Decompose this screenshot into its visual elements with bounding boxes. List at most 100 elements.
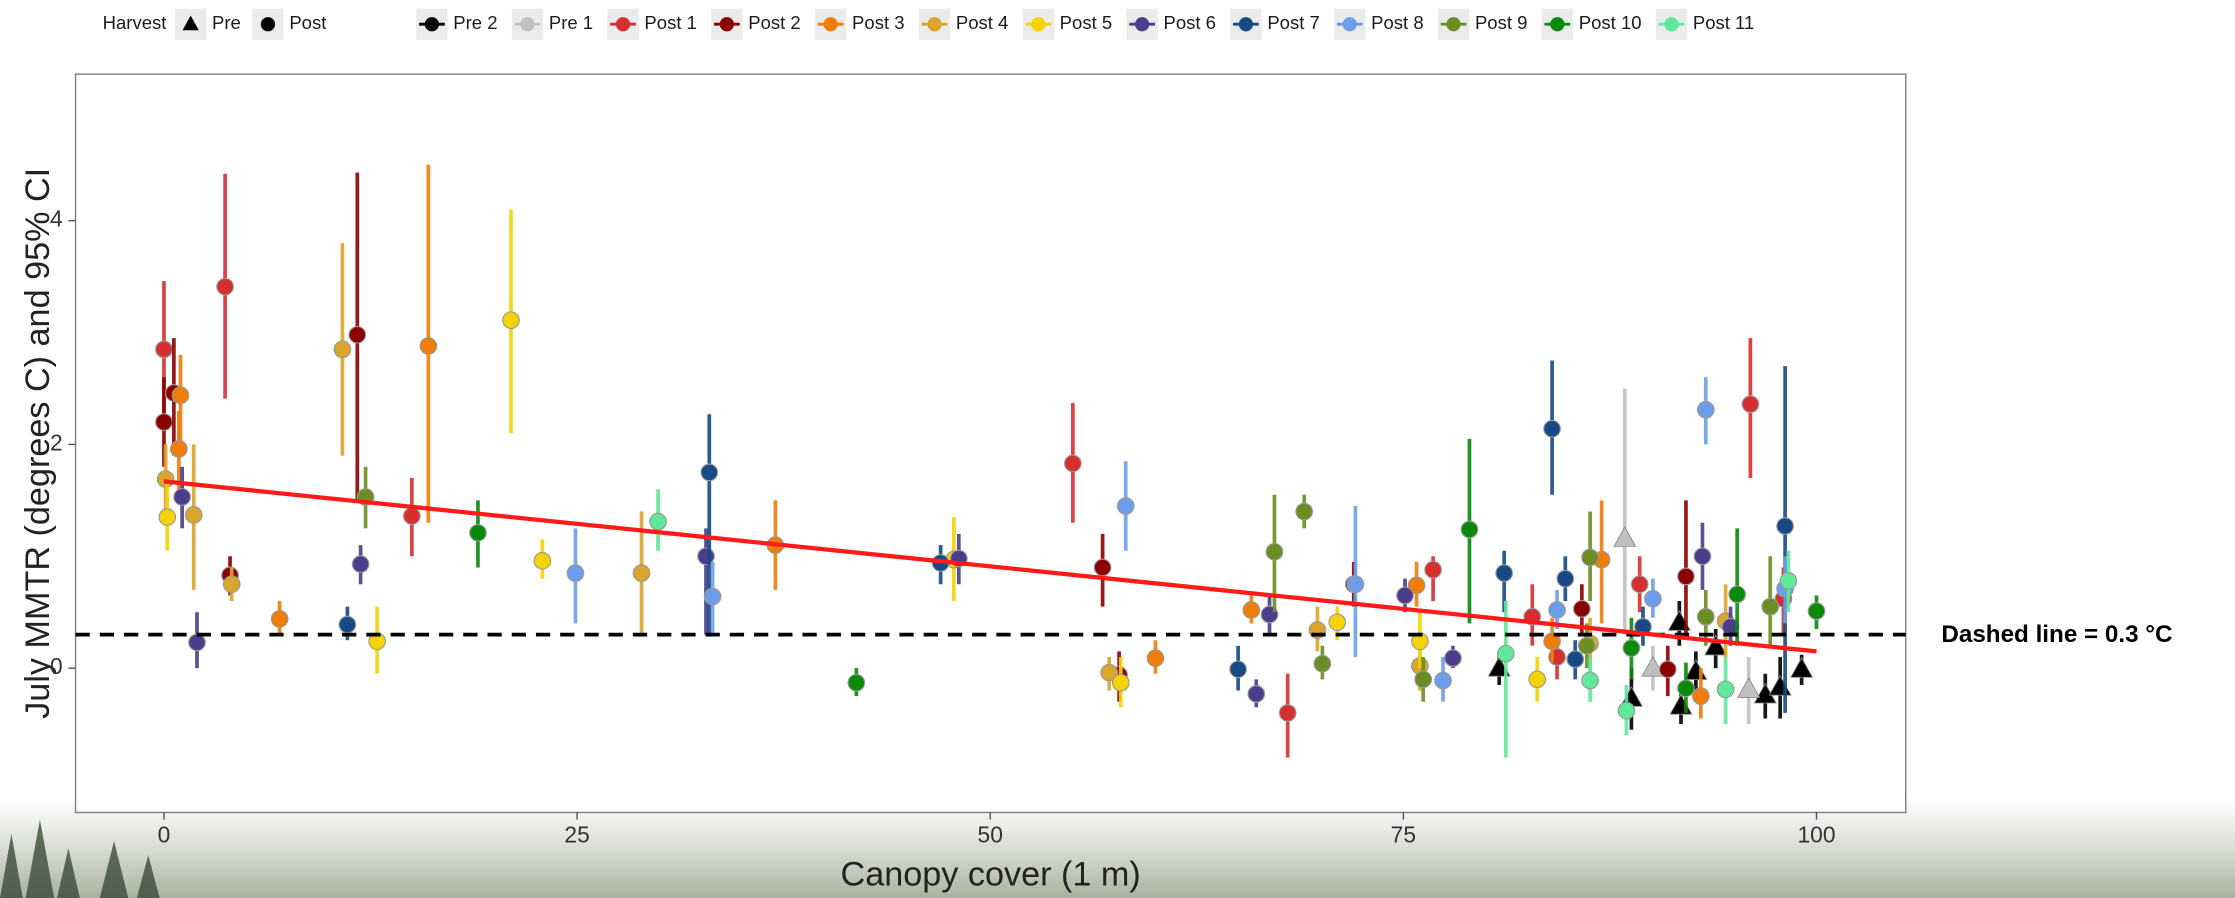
point: [169, 440, 188, 458]
point-triangle: [1704, 634, 1728, 656]
point: [1543, 632, 1561, 651]
point: [502, 311, 520, 330]
legend-symbol: [260, 17, 276, 32]
point-triangle: [1613, 526, 1637, 547]
point: [184, 506, 203, 524]
point-triangle: [1790, 656, 1814, 678]
point: [1761, 597, 1780, 616]
y-tick-label: 2: [50, 429, 63, 455]
point: [1543, 419, 1561, 438]
point: [632, 564, 651, 582]
point: [1776, 517, 1794, 535]
reference-annotation: Dashed line = 0.3 °C: [1941, 621, 2172, 648]
point: [566, 564, 585, 582]
point: [1295, 502, 1314, 521]
trend-line: [163, 479, 1817, 654]
y-tick-label: 0: [50, 653, 63, 679]
point: [1346, 575, 1365, 594]
point: [419, 337, 438, 355]
point: [1548, 601, 1566, 619]
point: [1577, 636, 1596, 655]
point: [1528, 670, 1547, 689]
point: [1313, 654, 1332, 673]
legend-label: Pre: [212, 12, 241, 33]
point: [1617, 701, 1636, 720]
legend-symbol: [520, 17, 535, 32]
point: [1556, 569, 1575, 588]
point: [1460, 520, 1479, 539]
point: [348, 325, 367, 344]
legend-label: Post 9: [1475, 12, 1528, 33]
point: [1741, 395, 1760, 413]
forest-backdrop: [0, 798, 2235, 898]
legend-symbol: [1342, 17, 1357, 32]
point: [1677, 567, 1695, 586]
point: [158, 508, 177, 526]
point: [155, 340, 173, 359]
legend-label: Post 11: [1693, 12, 1754, 33]
legend-symbol: [927, 17, 942, 32]
point: [1444, 649, 1462, 667]
legend-symbol: [1031, 17, 1046, 32]
x-tick-label: 50: [978, 822, 1003, 848]
y-axis-title: July MMTR (degrees C) and 95% CI: [19, 168, 57, 719]
legend-label: Post 8: [1371, 12, 1424, 33]
point: [533, 551, 552, 570]
point: [338, 615, 357, 634]
plot-panel: [74, 73, 1907, 814]
legend-label: Pre 2: [453, 12, 497, 33]
legend-label: Pre 1: [549, 12, 593, 33]
point: [333, 340, 352, 359]
legend-label: Post 6: [1163, 12, 1216, 33]
legend-label: Post 10: [1579, 12, 1642, 33]
x-axis-title: Canopy cover (1 m): [841, 856, 1141, 894]
point: [1496, 644, 1515, 663]
legend-label: Post 2: [748, 12, 801, 33]
legend-symbol: [424, 17, 440, 32]
point: [351, 555, 370, 573]
legend-label: Post 7: [1267, 12, 1320, 33]
point: [1093, 558, 1112, 577]
legend: Harvest Pre Post Pre 2 Pre 1 Post 1 Post 2 Post…: [103, 8, 1754, 40]
point: [1693, 547, 1712, 566]
point: [1407, 576, 1426, 595]
legend-label: Post: [289, 12, 327, 33]
point: [1247, 685, 1266, 703]
point: [847, 673, 866, 692]
x-tick-label: 100: [1797, 822, 1835, 848]
tree-silhouettes: [0, 819, 160, 898]
legend-symbol: [615, 17, 631, 32]
legend-label: Post 4: [956, 12, 1009, 33]
legend-label: Post 5: [1060, 12, 1113, 33]
x-tick-label: 75: [1391, 822, 1416, 848]
point: [1677, 679, 1695, 698]
point: [1581, 548, 1599, 567]
point: [1064, 454, 1082, 473]
point: [155, 413, 173, 431]
x-tick-label: 25: [564, 822, 589, 848]
point: [703, 587, 722, 606]
point: [173, 488, 191, 506]
point: [1116, 497, 1135, 515]
legend-symbol: [182, 15, 199, 31]
point: [1265, 542, 1284, 561]
point: [1696, 400, 1715, 419]
legend-symbol: [1664, 17, 1679, 32]
point: [1581, 671, 1599, 690]
x-tick-label: 0: [158, 822, 171, 848]
point: [1728, 585, 1747, 604]
point: [222, 575, 241, 594]
point: [1630, 575, 1649, 594]
legend-title: Harvest: [103, 12, 168, 33]
point: [216, 277, 234, 296]
point: [1495, 564, 1514, 582]
point-triangle: [1641, 655, 1665, 677]
point: [1644, 589, 1662, 608]
point: [1328, 613, 1347, 632]
point: [649, 512, 667, 531]
point: [1414, 670, 1433, 689]
point: [171, 386, 190, 405]
point: [700, 463, 719, 482]
